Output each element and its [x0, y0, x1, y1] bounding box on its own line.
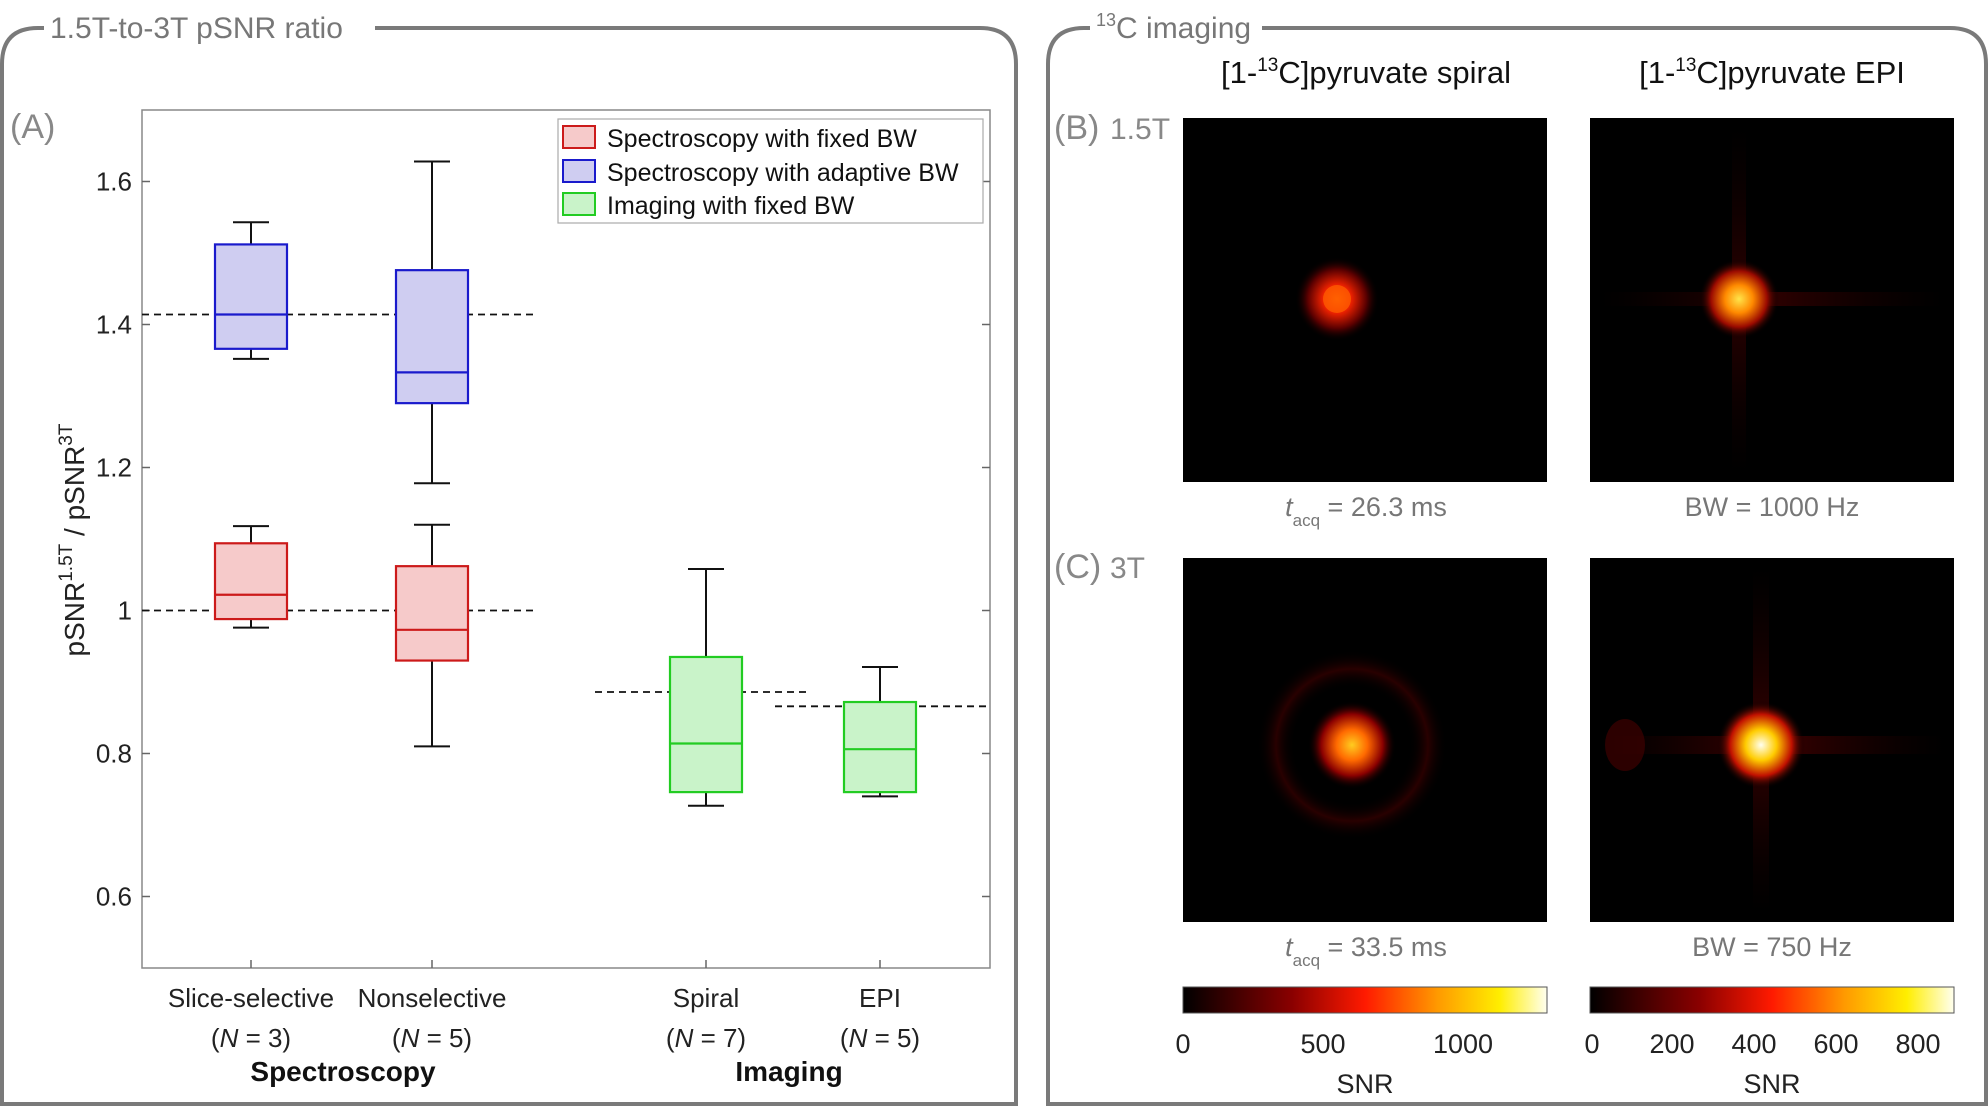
image-c-epi [1590, 558, 1954, 922]
legend-label-adaptive-bw: Spectroscopy with adaptive BW [607, 159, 959, 187]
box-spiral [668, 568, 744, 807]
box-iqr [668, 655, 744, 794]
colorbar-epi-tick-600: 600 [1813, 1029, 1858, 1059]
legend: Spectroscopy with fixed BW Spectroscopy … [557, 118, 984, 224]
x-tick-label: EPI [859, 983, 901, 1013]
x-tick-label: Slice-selective [168, 983, 334, 1013]
y-axis-label: pSNR1.5T / pSNR3T [56, 423, 90, 656]
panel-bc-title: 13C imaging [1096, 10, 1251, 45]
legend-box [557, 118, 984, 224]
legend-swatch-adaptive-bw [562, 159, 596, 183]
panel-a-tag: (A) [10, 108, 55, 146]
y-tick-label: 0.6 [96, 882, 132, 912]
group-label-imaging: Imaging [735, 1056, 842, 1087]
image-b-epi [1590, 118, 1954, 482]
colorbar-spiral-tick-1000: 1000 [1433, 1029, 1493, 1059]
box-iqr [394, 565, 470, 662]
colorbar-epi-tick-200: 200 [1649, 1029, 1694, 1059]
image-b-epi-signal [1699, 259, 1779, 339]
plot-area [141, 109, 991, 969]
column-title-epi: [1-13C]pyruvate EPI [1639, 55, 1905, 90]
boxes [213, 160, 918, 807]
panel-a-title: 1.5T-to-3T pSNR ratio [50, 12, 343, 45]
y-tick-label: 0.8 [96, 739, 132, 769]
image-c-spiral-signal [1308, 701, 1396, 789]
panel-a-frame [0, 26, 1018, 1106]
y-tick-label: 1.4 [96, 310, 132, 340]
box-slice-selective [213, 221, 289, 360]
x-tick-n-label: (N = 7) [666, 1023, 746, 1053]
colorbar-spiral-tick-0: 0 [1175, 1029, 1190, 1059]
box-slice-selective [213, 525, 289, 629]
image-c-epi-signal [1717, 701, 1805, 789]
box-iqr [213, 243, 289, 350]
box-epi [842, 665, 918, 798]
x-tick-n-label: (N = 5) [392, 1023, 472, 1053]
colorbar-epi-tick-0: 0 [1584, 1029, 1599, 1059]
box-iqr [213, 542, 289, 621]
box-nonselective [394, 160, 470, 485]
box-iqr [842, 700, 918, 794]
image-b-spiral-core [1323, 285, 1351, 313]
x-tick-label: Spiral [673, 983, 739, 1013]
panel-bc-frame [1046, 26, 1988, 1106]
panel-bc: 13C imaging [1-13C]pyruvate spiral [1-13… [1046, 10, 1988, 1106]
reference-lines [142, 313, 990, 708]
caption-b-epi: BW = 1000 Hz [1685, 492, 1860, 522]
colorbar-spiral-tick-500: 500 [1300, 1029, 1345, 1059]
colorbar-epi-gradient [1589, 986, 1955, 1014]
colorbar-epi-tick-400: 400 [1731, 1029, 1776, 1059]
image-c-epi-ghost [1605, 719, 1645, 771]
panel-b-tag: (B) [1054, 109, 1099, 147]
y-tick-label: 1 [118, 596, 132, 626]
x-axis-ticks: Slice-selective (N = 3) Nonselective (N = 5… [168, 960, 920, 1053]
x-tick-label: Nonselective [358, 983, 507, 1013]
legend-swatch-fixed-bw [562, 125, 596, 149]
colorbar-spiral-gradient [1182, 986, 1548, 1014]
box-iqr [394, 269, 470, 405]
legend-label-fixed-bw: Spectroscopy with fixed BW [607, 125, 917, 153]
y-tick-label: 1.6 [96, 167, 132, 197]
image-c-spiral [1183, 558, 1547, 922]
colorbar-epi-label: SNR [1743, 1069, 1800, 1099]
caption-b-spiral: tacq = 26.3 ms [1285, 492, 1447, 530]
caption-c-epi: BW = 750 Hz [1692, 932, 1852, 962]
y-axis-ticks: 0.6 0.8 1 1.2 1.4 1.6 [96, 167, 990, 912]
legend-label-imaging: Imaging with fixed BW [607, 192, 855, 220]
group-label-spectroscopy: Spectroscopy [250, 1056, 436, 1087]
box-plot: 0.6 0.8 1 1.2 1.4 1.6 Slice-selective (N = 3) N… [56, 109, 991, 1087]
panel-b-field: 1.5T [1110, 113, 1170, 146]
x-tick-n-label: (N = 3) [211, 1023, 291, 1053]
colorbar-spiral: 0 500 1000 SNR [1175, 986, 1548, 1099]
panel-c-tag: (C) [1054, 548, 1101, 586]
colorbar-spiral-label: SNR [1336, 1069, 1393, 1099]
x-tick-n-label: (N = 5) [840, 1023, 920, 1053]
legend-swatch-imaging [562, 192, 596, 216]
colorbar-epi: 0 200 400 600 800 SNR [1584, 986, 1955, 1099]
box-nonselective [394, 523, 470, 748]
panel-a: 1.5T-to-3T pSNR ratio (A) 0.6 0.8 1 1.2 1.4 1… [0, 12, 1018, 1106]
colorbar-epi-tick-800: 800 [1895, 1029, 1940, 1059]
image-b-spiral [1183, 118, 1547, 482]
column-title-spiral: [1-13C]pyruvate spiral [1221, 55, 1511, 90]
caption-c-spiral: tacq = 33.5 ms [1285, 932, 1447, 970]
panel-c-field: 3T [1110, 552, 1145, 585]
y-tick-label: 1.2 [96, 453, 132, 483]
